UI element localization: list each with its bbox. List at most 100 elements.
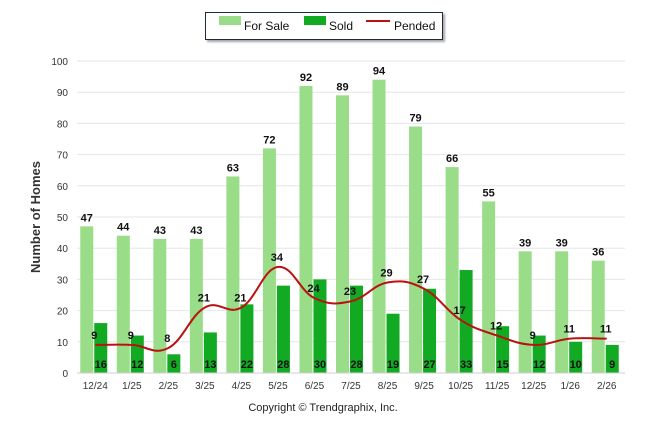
data-label-pended: 12 [490, 321, 502, 333]
x-tick-label: 7/25 [341, 381, 361, 392]
data-label-pended: 8 [164, 333, 170, 345]
data-label-for-sale: 72 [263, 134, 275, 146]
data-label-sold: 12 [533, 359, 545, 371]
data-label-for-sale: 92 [300, 72, 312, 84]
bar-for-sale [482, 201, 496, 373]
bar-for-sale [518, 251, 532, 373]
bar-for-sale [189, 238, 203, 373]
legend-label-pended: Pended [394, 19, 436, 33]
data-label-pended: 9 [530, 330, 536, 342]
y-tick-label: 90 [57, 88, 69, 99]
y-tick-label: 80 [57, 119, 69, 130]
y-tick-label: 70 [57, 151, 69, 162]
bar-sold [459, 270, 473, 373]
y-tick-label: 100 [51, 57, 68, 68]
data-label-for-sale: 66 [446, 153, 458, 165]
y-tick-label: 0 [62, 369, 68, 380]
data-label-sold: 15 [497, 359, 509, 371]
data-label-for-sale: 39 [556, 237, 568, 249]
data-label-sold: 12 [131, 359, 143, 371]
data-label-pended: 21 [198, 292, 210, 304]
x-tick-label: 4/25 [232, 381, 252, 392]
copyright-text: Copyright © Trendgraphix, Inc. [248, 402, 398, 414]
x-tick-label: 2/26 [597, 381, 617, 392]
data-label-for-sale: 79 [409, 113, 421, 125]
x-tick-label: 10/25 [448, 381, 473, 392]
bar-sold [240, 304, 254, 373]
bar-for-sale [591, 260, 605, 373]
bar-sold [386, 313, 400, 373]
data-label-sold: 33 [460, 359, 472, 371]
x-tick-label: 6/25 [305, 381, 325, 392]
data-label-for-sale: 63 [227, 162, 239, 174]
bar-for-sale [116, 235, 130, 373]
data-label-pended: 24 [307, 283, 320, 295]
bar-sold [605, 344, 619, 373]
x-tick-label: 12/25 [521, 381, 546, 392]
data-label-sold: 30 [314, 359, 326, 371]
y-tick-label: 30 [57, 275, 69, 286]
y-tick-label: 60 [57, 182, 69, 193]
bar-for-sale [409, 126, 423, 374]
data-label-sold: 19 [387, 359, 399, 371]
legend: For Sale Sold Pended [205, 12, 443, 40]
data-label-pended: 17 [453, 305, 465, 317]
bar-for-sale [372, 79, 386, 373]
data-label-pended: 29 [380, 268, 392, 280]
x-tick-label: 3/25 [195, 381, 215, 392]
data-label-sold: 27 [423, 359, 435, 371]
bar-sold [167, 354, 181, 373]
data-label-sold: 13 [204, 359, 216, 371]
data-label-for-sale: 44 [117, 222, 130, 234]
x-tick-label: 9/25 [414, 381, 434, 392]
data-label-sold: 6 [171, 359, 177, 371]
bar-sold [94, 323, 108, 373]
bar-for-sale [299, 85, 313, 374]
data-label-sold: 16 [95, 359, 107, 371]
bar-for-sale [555, 251, 569, 373]
data-label-for-sale: 39 [519, 237, 531, 249]
y-tick-label: 10 [57, 338, 69, 349]
data-label-pended: 27 [417, 274, 429, 286]
legend-swatch-pended [366, 20, 390, 22]
data-label-for-sale: 43 [154, 225, 166, 237]
data-label-sold: 28 [350, 359, 362, 371]
bar-sold [350, 285, 363, 373]
bar-for-sale [262, 148, 276, 373]
legend-label-sold: Sold [329, 19, 354, 33]
x-tick-label: 8/25 [378, 381, 398, 392]
data-label-for-sale: 94 [373, 66, 386, 78]
bar-sold [313, 279, 327, 373]
data-label-for-sale: 89 [336, 81, 348, 93]
bar-for-sale [445, 167, 459, 373]
data-label-for-sale: 43 [190, 225, 202, 237]
data-label-sold: 28 [277, 359, 289, 371]
data-label-sold: 22 [241, 359, 253, 371]
x-tick-label: 1/26 [560, 381, 580, 392]
data-label-for-sale: 47 [81, 212, 93, 224]
x-tick-label: 2/25 [159, 381, 179, 392]
bar-sold [569, 341, 583, 373]
data-label-for-sale: 36 [592, 247, 604, 259]
data-label-for-sale: 55 [483, 187, 495, 199]
data-label-sold: 10 [570, 359, 582, 371]
x-tick-label: 5/25 [268, 381, 288, 392]
x-tick-label: 11/25 [485, 381, 510, 392]
data-label-pended: 11 [563, 324, 575, 336]
data-label-pended: 34 [271, 252, 284, 264]
y-tick-label: 20 [57, 307, 69, 318]
bar-for-sale [336, 95, 349, 373]
y-tick-label: 40 [57, 244, 69, 255]
legend-swatch-for-sale [219, 16, 241, 25]
bar-sold [203, 332, 217, 373]
bar-for-sale [226, 176, 240, 373]
bar-sold [276, 285, 290, 373]
data-label-pended: 11 [600, 324, 612, 336]
legend-label-for-sale: For Sale [244, 19, 290, 33]
data-label-pended: 9 [128, 330, 134, 342]
line-pended [95, 265, 607, 352]
data-label-pended: 23 [344, 286, 356, 298]
bar-sold [423, 288, 437, 373]
